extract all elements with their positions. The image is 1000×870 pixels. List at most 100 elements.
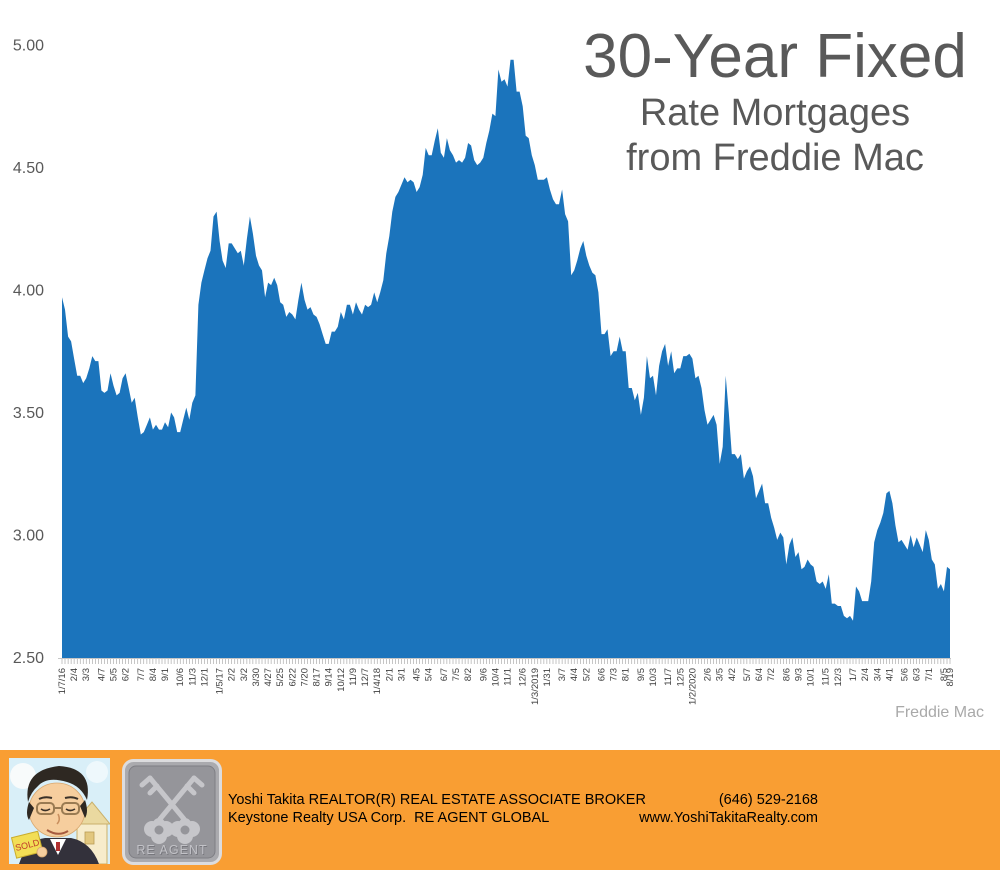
eyebrow <box>38 796 53 800</box>
y-axis-labels: 5.00 4.50 4.00 3.50 3.00 2.50 <box>13 38 44 668</box>
eyeglasses <box>36 802 80 815</box>
chart-subtitle-2: from Freddie Mac <box>626 136 924 179</box>
x-tick-label: 6/6 <box>597 668 608 681</box>
hand <box>36 846 48 858</box>
x-tick-label: 11/7 <box>663 668 674 686</box>
x-tick-label: 5/6 <box>900 668 911 681</box>
x-tick-label: 5/5 <box>109 668 120 681</box>
x-tick-label: 3/30 <box>251 668 262 687</box>
agent-website: www.YoshiTakitaRealty.com <box>639 810 818 826</box>
chart-attribution: Freddie Mac <box>895 704 984 721</box>
x-tick-label: 1/7 <box>848 668 859 681</box>
chart-title-block: 30-Year Fixed Rate Mortgages from Freddi… <box>555 22 995 181</box>
x-tick-label: 10/3 <box>648 668 659 687</box>
x-tick-label: 7/20 <box>300 668 311 687</box>
x-tick-label: 9/3 <box>794 668 805 681</box>
sideburn <box>27 802 34 820</box>
x-tick-label: 3/1 <box>396 668 407 681</box>
mortgage-rate-chart: 5.004.504.003.503.002.50 1/7/16 2/4 3/3 4/7… <box>13 38 956 705</box>
agent-name-title: Yoshi Takita REALTOR(R) REAL ESTATE ASSO… <box>228 792 646 808</box>
x-tick-label: 8/2 <box>463 668 474 681</box>
smile <box>46 829 69 835</box>
hair <box>27 766 88 802</box>
key-bow-right <box>170 818 200 844</box>
x-tick-label: 10/6 <box>175 668 186 687</box>
key-bow-left <box>144 818 174 844</box>
x-tick-label: 7/7 <box>136 668 147 681</box>
x-tick-label: 8/17 <box>312 668 323 687</box>
x-tick-label: 9/14 <box>324 668 335 687</box>
x-tick-label: 6/4 <box>754 668 765 681</box>
x-tick-label: 1/2/2020 <box>687 668 698 705</box>
x-tick-label: 7/2 <box>766 668 777 681</box>
house-window <box>84 831 95 845</box>
crossed-keys-icon <box>139 775 205 822</box>
x-tick-label: 3/7 <box>557 668 568 681</box>
x-tick-label: 4/4 <box>569 668 580 681</box>
x-tick-label: 1/4/18 <box>372 668 383 694</box>
x-tick-label: 10/1 <box>806 668 817 687</box>
x-tick-label: 1/7/16 <box>57 668 68 694</box>
chart-title: 30-Year Fixed <box>583 22 967 91</box>
eye <box>40 808 51 812</box>
x-tick-label: 5/2 <box>581 668 592 681</box>
x-axis-tick-marks <box>61 659 951 664</box>
footer-banner: SOLD <box>0 750 1000 870</box>
x-tick-label: 12/3 <box>833 668 844 687</box>
x-tick-label: 3/2 <box>239 668 250 681</box>
y-tick-label: 2.50 <box>13 650 44 667</box>
x-tick-label: 2/4 <box>69 668 80 681</box>
x-tick-label: 10/12 <box>336 668 347 692</box>
y-tick-label: 3.50 <box>13 405 44 422</box>
eye <box>65 808 76 812</box>
x-tick-label: 12/1 <box>199 668 210 687</box>
x-tick-label: 12/7 <box>360 668 371 687</box>
x-tick-label: 3/5 <box>715 668 726 681</box>
agency-name: Keystone Realty USA Corp. RE AGENT GLOBA… <box>228 810 550 826</box>
agent-phone: (646) 529-2168 <box>718 792 818 808</box>
x-tick-label: 5/25 <box>275 668 286 687</box>
x-tick-label: 2/1 <box>384 668 395 681</box>
x-tick-label: 1/3/2019 <box>530 668 541 705</box>
cloud-shape <box>10 763 36 789</box>
x-tick-label: 5/7 <box>742 668 753 681</box>
y-tick-label: 5.00 <box>13 38 44 55</box>
x-tick-label: 6/2 <box>121 668 132 681</box>
x-axis-labels: 1/7/16 2/4 3/3 4/7 5/5 6/2 7/7 8/4 9/1 10/6 11/3 12… <box>57 668 956 705</box>
x-tick-label: 7/5 <box>451 668 462 681</box>
agent-caricature: SOLD <box>9 758 110 864</box>
re-agent-logo: RE AGENT RE AGENT <box>122 759 222 865</box>
x-tick-label: 4/2 <box>727 668 738 681</box>
sideburn <box>80 800 87 818</box>
x-tick-label: 4/27 <box>263 668 274 687</box>
x-tick-label: 7/3 <box>609 668 620 681</box>
x-tick-label: 2/6 <box>703 668 714 681</box>
x-tick-label: 10/4 <box>490 668 501 687</box>
x-tick-label: 2/2 <box>227 668 238 681</box>
x-tick-label: 12/6 <box>518 668 529 687</box>
sold-sign: SOLD <box>10 830 44 859</box>
x-tick-label: 4/7 <box>96 668 107 681</box>
x-tick-label: 4/5 <box>412 668 423 681</box>
x-tick-label: 4/1 <box>884 668 895 681</box>
logo-text-shadow: RE AGENT <box>137 844 208 858</box>
x-tick-label: 1/5/17 <box>215 668 226 694</box>
chart-subtitle-1: Rate Mortgages <box>639 91 911 134</box>
x-tick-label: 2/4 <box>860 668 871 681</box>
x-tick-label: 6/7 <box>439 668 450 681</box>
x-tick-label: 8/5 <box>939 668 950 681</box>
x-tick-label: 3/4 <box>872 668 883 681</box>
logo-text: RE AGENT <box>136 843 207 857</box>
x-tick-label: 9/5 <box>636 668 647 681</box>
necktie <box>56 842 60 851</box>
x-tick-label: 8/19 <box>945 668 956 687</box>
x-tick-label: 8/1 <box>621 668 632 681</box>
rate-area-series <box>62 59 950 658</box>
x-tick-label: 11/3 <box>187 668 198 686</box>
y-tick-label: 4.00 <box>13 283 44 300</box>
x-tick-label: 8/6 <box>781 668 792 681</box>
x-tick-label: 11/1 <box>503 668 514 686</box>
y-tick-label: 3.00 <box>13 528 44 545</box>
cloud-shape <box>86 761 108 783</box>
